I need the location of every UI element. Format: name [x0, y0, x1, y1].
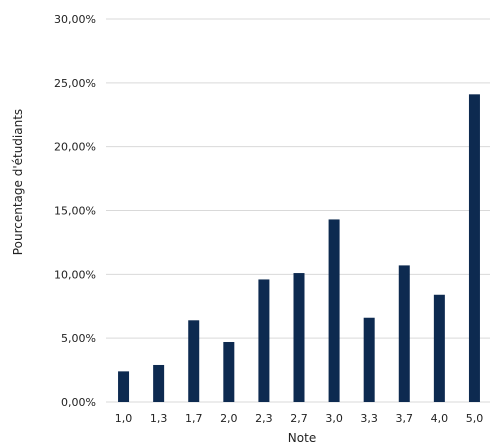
- bar: [188, 320, 200, 402]
- y-tick-label: 25,00%: [54, 77, 96, 90]
- bar: [398, 265, 410, 402]
- y-tick-label: 5,00%: [61, 332, 96, 345]
- x-tick-label: 4,0: [431, 412, 449, 425]
- x-tick-label: 1,7: [185, 412, 203, 425]
- y-axis-title: Pourcentage d'étudiants: [11, 109, 25, 255]
- bar: [118, 371, 130, 402]
- bar: [223, 341, 235, 402]
- bar: [468, 94, 480, 402]
- bar: [153, 364, 165, 402]
- bar: [293, 273, 305, 402]
- y-tick-labels: 0,00% 5,00% 10,00% 15,00% 20,00% 25,00% 30,00%: [54, 13, 96, 409]
- x-tick-label: 2,7: [290, 412, 308, 425]
- bar: [258, 279, 270, 402]
- x-tick-label: 2,3: [255, 412, 273, 425]
- bar: [363, 317, 375, 402]
- bar: [433, 294, 445, 402]
- bar: [328, 219, 340, 402]
- x-tick-label: 3,7: [396, 412, 414, 425]
- x-tick-label: 1,3: [150, 412, 168, 425]
- bars: [118, 94, 480, 402]
- x-tick-label: 1,0: [115, 412, 133, 425]
- y-tick-label: 10,00%: [54, 268, 96, 281]
- x-tick-label: 3,0: [325, 412, 343, 425]
- y-tick-label: 15,00%: [54, 205, 96, 218]
- x-tick-label: 5,0: [466, 412, 484, 425]
- x-axis-title: Note: [288, 431, 316, 445]
- y-tick-label: 30,00%: [54, 13, 96, 26]
- y-tick-label: 20,00%: [54, 141, 96, 154]
- x-tick-label: 3,3: [360, 412, 378, 425]
- y-tick-label: 0,00%: [61, 396, 96, 409]
- x-tick-labels: 1,0 1,3 1,7 2,0 2,3 2,7 3,0 3,3 3,7 4,0 5,0: [115, 412, 483, 425]
- x-tick-label: 2,0: [220, 412, 238, 425]
